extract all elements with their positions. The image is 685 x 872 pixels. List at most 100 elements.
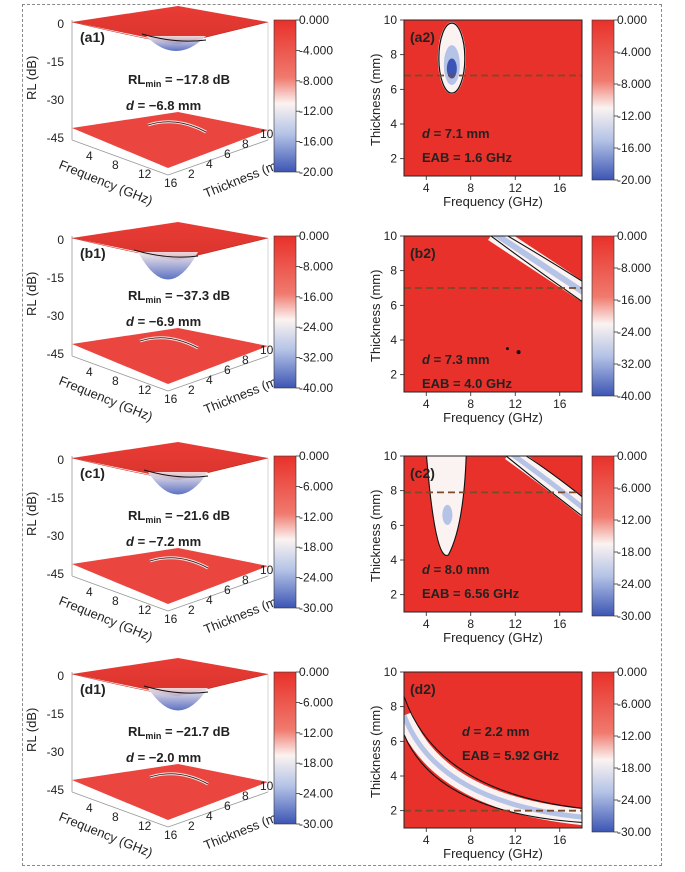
y-tick-label: 6 [390, 82, 397, 96]
d-value: = −6.9 mm [134, 314, 201, 329]
colorbar-tick-label: -24.00 [617, 793, 651, 807]
absorption-core [492, 236, 582, 295]
colorbar-tick-label: -12.00 [299, 726, 333, 740]
rl-min-subscript: min [145, 295, 161, 305]
thickness-tick-label: 2 [188, 819, 195, 833]
floor-contour [147, 121, 207, 133]
thickness-tick-label: 6 [224, 147, 231, 161]
freq-tick-label: 4 [86, 365, 93, 379]
heatmap-panel: 2 4 6 8 10 4 8 12 16 Thickness (mm) Frequency (GHz… [368, 13, 651, 209]
thickness-tick-label: 6 [224, 583, 231, 597]
colorbar-tick-label: -8.000 [617, 261, 651, 275]
frequency-axis-title: Frequency (GHz) [443, 410, 543, 425]
y-tick-label: 2 [390, 588, 397, 602]
d-annotation: d = −6.8 mm [126, 98, 201, 113]
x-tick-label: 12 [509, 833, 523, 847]
d-symbol: d [126, 750, 135, 765]
y-tick-label: 4 [390, 333, 397, 347]
floor-contour [149, 773, 209, 785]
d-symbol: d [422, 352, 431, 367]
top-surface [72, 442, 268, 480]
d-symbol: d [126, 98, 135, 113]
surface-contour [133, 249, 199, 258]
rl-min-subscript: min [145, 731, 161, 741]
thickness-axis-title: Thickness (mm) [368, 706, 383, 798]
colorbar-tick-label: -30.00 [617, 609, 651, 623]
colorbar-tick-label: -18.00 [299, 540, 333, 554]
x-axis-line [71, 575, 169, 612]
colorbar-tick-label: -12.00 [617, 513, 651, 527]
colorbar-tick-label: -18.00 [617, 545, 651, 559]
rl-tick-label: -30 [47, 529, 65, 543]
freq-tick-label: 16 [164, 176, 178, 190]
floor-projection [72, 764, 268, 820]
d-symbol: d [462, 724, 471, 739]
d-value: = −2.0 mm [134, 750, 201, 765]
rl-tick-label: -45 [47, 567, 65, 581]
rl-tick-label: -45 [47, 347, 65, 361]
eab-annotation: EAB = 1.6 GHz [422, 150, 512, 165]
y-tick-label: 10 [384, 665, 398, 679]
colorbar [273, 235, 297, 389]
colorbar-tick-label: -12.00 [617, 109, 651, 123]
rl-tick-label: -15 [47, 491, 65, 505]
top-surface [72, 658, 268, 696]
y-tick-label: 6 [390, 298, 397, 312]
rl-tick-label: 0 [57, 453, 64, 467]
rl-min-value: = −21.6 dB [161, 508, 230, 523]
thickness-axis-title: Thickness (mm) [368, 490, 383, 582]
thickness-tick-label: 4 [206, 157, 213, 171]
d-symbol: d [422, 562, 431, 577]
d-annotation: d = −2.0 mm [126, 750, 201, 765]
y-tick-label: 2 [390, 152, 397, 166]
x-tick-label: 8 [467, 833, 474, 847]
colorbar-tick-label: -4.000 [299, 43, 333, 57]
eab-contour-lower [404, 734, 582, 823]
rl-tick-label: -30 [47, 309, 65, 323]
eab-contour-lower [505, 456, 582, 517]
absorption-core [510, 456, 582, 511]
colorbar-tick-label: -20.00 [299, 165, 333, 179]
colorbar [591, 455, 615, 617]
thickness-tick-label: 4 [206, 809, 213, 823]
absorption-core [442, 504, 453, 525]
colorbar-tick-label: -6.000 [617, 697, 651, 711]
top-surface [72, 222, 268, 260]
frequency-axis-title: Frequency (GHz) [443, 846, 543, 861]
x-tick-label: 16 [553, 833, 567, 847]
heatmap-features [437, 22, 466, 95]
thickness-tick-label: 4 [206, 593, 213, 607]
surface-contour [143, 685, 209, 694]
thickness-tick-label: 8 [242, 137, 249, 151]
x-tick-label: 16 [553, 617, 567, 631]
colorbar [273, 19, 297, 173]
colorbar [273, 455, 297, 609]
panel-label: (b2) [410, 245, 436, 261]
rl-axis-title: RL (dB) [24, 56, 39, 100]
y-tick-label: 8 [390, 264, 397, 278]
rl-min-annotation: RLmin = −37.3 dB [128, 288, 230, 305]
floor-projection [72, 548, 268, 604]
colorbar-tick-label: -40.00 [617, 389, 651, 403]
plot-border [403, 235, 583, 393]
colorbar-tick-label: -20.00 [617, 173, 651, 187]
freq-tick-label: 12 [138, 819, 152, 833]
x-axis-line [71, 355, 169, 392]
d-value: = 7.1 mm [430, 126, 490, 141]
colorbar [591, 19, 615, 181]
colorbar-tick-label: -6.000 [617, 481, 651, 495]
thickness-tick-label: 2 [188, 167, 195, 181]
thickness-tick-label: 6 [224, 363, 231, 377]
colorbar-tick-label: 0.000 [299, 665, 329, 679]
colorbar-tick-label: -6.000 [299, 479, 333, 493]
colorbar-tick-label: 0.000 [617, 13, 647, 27]
colorbar-tick-label: -24.00 [299, 571, 333, 585]
colorbar-tick-label: -6.000 [299, 695, 333, 709]
colorbar-tick-label: -4.000 [617, 45, 651, 59]
eab-contour-upper [506, 236, 582, 282]
colorbar-tick-label: -24.00 [299, 320, 333, 334]
y-tick-label: 2 [390, 804, 397, 818]
colorbar [591, 235, 615, 397]
